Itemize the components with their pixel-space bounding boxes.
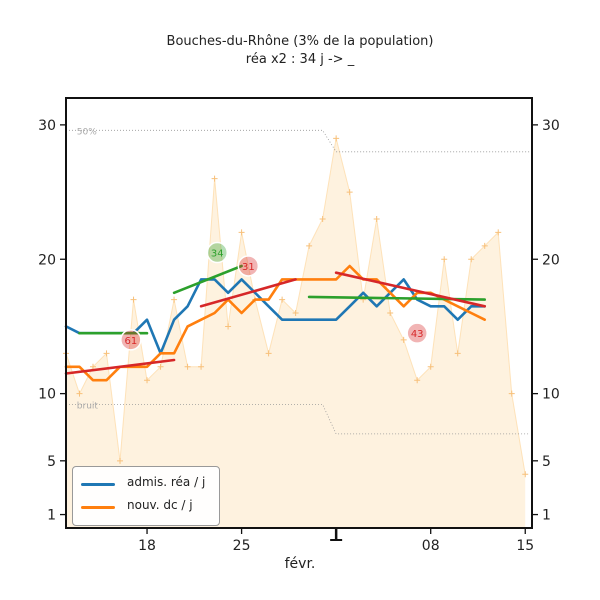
background-point xyxy=(198,363,205,370)
background-point xyxy=(103,350,110,357)
legend-swatch-dc xyxy=(81,506,115,509)
badge-label: 61 xyxy=(124,336,137,347)
background-point xyxy=(279,296,286,303)
background-point xyxy=(387,310,394,316)
background-point xyxy=(157,363,164,370)
threshold-upper-line xyxy=(66,129,530,153)
background-point xyxy=(238,229,245,236)
badge-label: 34 xyxy=(211,249,224,260)
background-area xyxy=(66,138,526,529)
background-point xyxy=(468,256,475,263)
background-point xyxy=(117,457,124,464)
background-point xyxy=(225,323,232,330)
trend-line xyxy=(199,278,297,308)
badge-circle xyxy=(206,241,229,264)
background-point xyxy=(76,390,83,397)
trend-line xyxy=(334,271,486,308)
background-point xyxy=(400,336,407,343)
y-tick-label-left: 5 xyxy=(47,454,56,470)
background-point xyxy=(184,363,191,370)
badge-circle xyxy=(406,322,428,344)
badge-label: 43 xyxy=(411,329,424,340)
background-point xyxy=(346,189,353,196)
background-point xyxy=(427,363,434,370)
plot-frame xyxy=(65,97,533,529)
background-point xyxy=(306,242,313,249)
background-point xyxy=(130,296,137,303)
x-axis-label: févr. xyxy=(284,556,316,572)
legend-swatch-adm xyxy=(81,483,115,486)
background-point xyxy=(292,310,299,316)
background-point xyxy=(508,390,515,397)
badge-circle xyxy=(237,255,260,277)
background-point xyxy=(441,256,448,263)
background-point xyxy=(454,350,461,357)
chart-subtitle: réa x2 : 34 j -> _ xyxy=(245,52,355,67)
trend-line xyxy=(172,264,243,295)
background-point xyxy=(414,377,421,384)
legend-entry-adm: admis. réa / j xyxy=(79,475,215,493)
y-tick-label-left: 1 xyxy=(47,508,56,524)
background-point xyxy=(319,215,326,222)
background-point xyxy=(522,471,529,478)
x-tick-label: 25 xyxy=(233,538,251,554)
trend-line xyxy=(64,358,176,375)
background-point xyxy=(265,350,272,357)
y-tick-label-right: 20 xyxy=(542,252,560,268)
background-point xyxy=(481,242,488,249)
badge-circle xyxy=(120,329,142,351)
background-point xyxy=(373,215,380,222)
series-line-dc xyxy=(64,264,486,382)
badge-label: 31 xyxy=(242,262,255,273)
y-tick-label-left: 10 xyxy=(38,387,56,403)
background-point xyxy=(90,363,97,370)
background-point xyxy=(495,229,502,236)
y-tick-label-right: 5 xyxy=(542,454,551,470)
chart-title: Bouches-du-Rhône (3% de la population) xyxy=(166,34,434,49)
background-point xyxy=(333,135,340,142)
threshold-upper-label: 50% xyxy=(77,127,97,137)
y-tick-label-right: 1 xyxy=(542,508,551,524)
legend-entry-dc: nouv. dc / j xyxy=(79,498,215,516)
x-tick-label: 15 xyxy=(516,538,534,554)
x-tick-label: 18 xyxy=(138,538,156,554)
y-tick-label-right: 10 xyxy=(542,387,560,403)
x-tick-label: 08 xyxy=(422,538,440,554)
y-tick-label-left: 20 xyxy=(38,252,56,268)
legend: admis. réa / j nouv. dc / j xyxy=(72,466,220,526)
legend-label-adm: admis. réa / j xyxy=(127,475,206,489)
threshold-lower-label: bruit xyxy=(77,401,99,411)
legend-label-dc: nouv. dc / j xyxy=(127,498,193,512)
background-point xyxy=(144,377,151,384)
y-tick-label-left: 30 xyxy=(38,118,56,134)
y-tick-label-right: 30 xyxy=(542,118,560,134)
background-point xyxy=(171,296,178,303)
background-point xyxy=(211,175,218,182)
